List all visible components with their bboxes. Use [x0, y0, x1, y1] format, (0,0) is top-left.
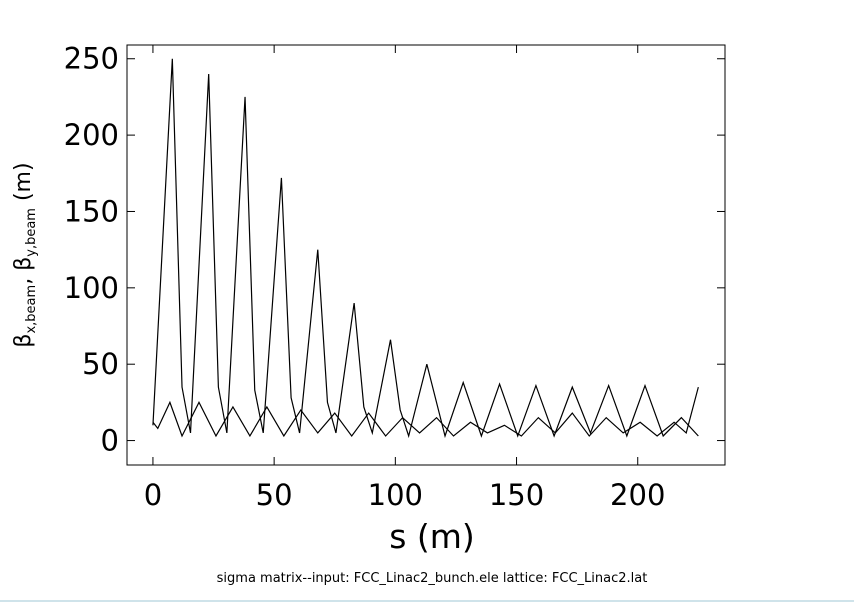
data-line	[152, 386, 699, 438]
x-tick-label: 50	[256, 478, 293, 512]
y-tick-label: 250	[64, 42, 119, 76]
y-label-part: (m)	[11, 162, 36, 208]
y-label-part: ,	[11, 271, 36, 285]
y-tick-label: 50	[82, 347, 119, 381]
y-label-part: β	[11, 257, 36, 271]
x-axis-label: s (m)	[389, 517, 475, 556]
y-label-part: y,beam	[24, 208, 39, 257]
footer: sigma matrix--input: FCC_Linac2_bunch.el…	[217, 571, 648, 586]
y-tick-label: 0	[101, 424, 119, 458]
y-label-part: β	[11, 334, 36, 348]
x-tick-label: 200	[610, 478, 665, 512]
plot-frame	[126, 44, 726, 466]
y-tick-label: 100	[64, 271, 119, 305]
y-tick-label: 150	[64, 194, 119, 228]
x-tick-label: 150	[489, 478, 544, 512]
y-label-part: x,beam	[24, 285, 39, 334]
y-tick-label: 200	[64, 118, 119, 152]
x-tick-label: 100	[368, 478, 423, 512]
y-axis-label: βx,beam, βy,beam (m)	[11, 162, 39, 347]
x-tick-label: 0	[144, 478, 162, 512]
data-line	[152, 58, 699, 439]
